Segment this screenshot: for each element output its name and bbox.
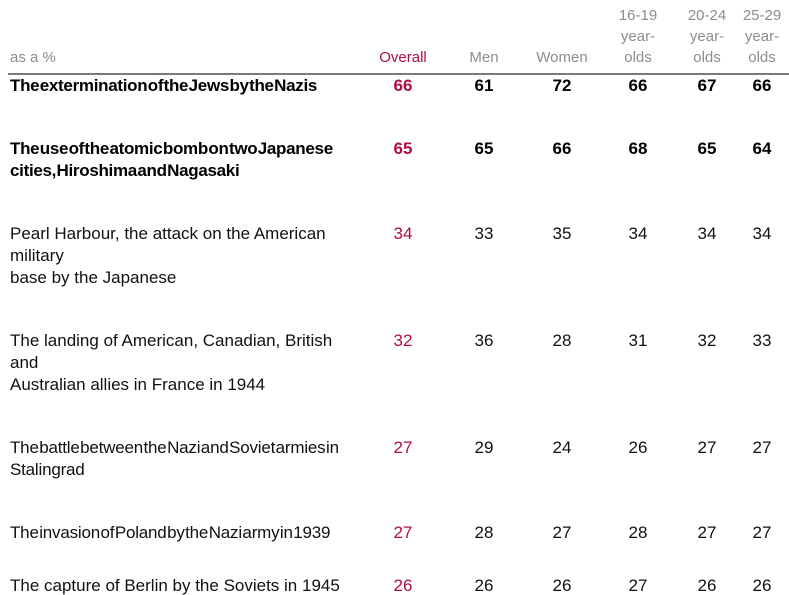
table-header-row: as a % Overall Men Women 16-19 year- old… [10, 5, 789, 68]
table-row: The landing of American, Canadian, Briti… [10, 330, 789, 396]
value-men: 36 [474, 331, 494, 350]
col-header-20-24: 20-24 year- olds [687, 7, 727, 66]
table-row: The use of the atomic bomb on two Japane… [10, 138, 789, 182]
value-men: 65 [474, 139, 494, 158]
value-16-19: 66 [628, 76, 648, 95]
value-20-24: 27 [697, 438, 717, 457]
value-women: 27 [552, 523, 572, 542]
value-overall: 26 [393, 576, 413, 595]
value-women: 72 [552, 76, 572, 95]
value-women: 26 [552, 576, 572, 595]
value-men: 29 [474, 438, 494, 457]
header-divider [8, 73, 789, 75]
row-label: The battle between the Nazi and Soviet a… [10, 438, 339, 479]
value-men: 33 [474, 224, 494, 243]
value-men: 26 [474, 576, 494, 595]
row-label: The capture of Berlin by the Soviets in … [10, 576, 340, 595]
col-header-men: Men [469, 49, 499, 66]
value-20-24: 67 [697, 76, 717, 95]
unit-label: as a % [10, 49, 56, 66]
value-overall: 27 [393, 523, 413, 542]
value-16-19: 68 [628, 139, 648, 158]
value-25-29: 27 [752, 438, 772, 457]
value-overall: 34 [393, 224, 413, 243]
table-row: The extermination of the Jews by the Naz… [10, 75, 789, 97]
row-label: The extermination of the Jews by the Naz… [10, 76, 318, 95]
value-25-29: 27 [752, 523, 772, 542]
table-row: The capture of Berlin by the Soviets in … [10, 575, 789, 595]
row-label: The landing of American, Canadian, Briti… [10, 331, 333, 394]
value-16-19: 28 [628, 523, 648, 542]
col-header-overall: Overall [379, 49, 427, 66]
value-20-24: 27 [697, 523, 717, 542]
value-16-19: 31 [628, 331, 648, 350]
row-label: The use of the atomic bomb on two Japane… [10, 139, 333, 180]
value-men: 61 [474, 76, 494, 95]
value-20-24: 65 [697, 139, 717, 158]
table-row: The invasion of Poland by the Nazi army … [10, 522, 789, 544]
value-overall: 65 [393, 139, 413, 158]
value-16-19: 27 [628, 576, 648, 595]
value-women: 28 [552, 331, 572, 350]
row-label: Pearl Harbour, the attack on the America… [10, 224, 326, 287]
value-25-29: 66 [752, 76, 772, 95]
value-16-19: 34 [628, 224, 648, 243]
value-20-24: 26 [697, 576, 717, 595]
value-25-29: 64 [752, 139, 772, 158]
value-overall: 32 [393, 331, 413, 350]
row-label: The invasion of Poland by the Nazi army … [10, 523, 331, 542]
table-row: Pearl Harbour, the attack on the America… [10, 223, 789, 289]
value-25-29: 33 [752, 331, 772, 350]
col-header-women: Women [536, 49, 588, 66]
col-header-25-29: 25-29 year- olds [742, 7, 782, 66]
value-16-19: 26 [628, 438, 648, 457]
value-men: 28 [474, 523, 494, 542]
value-20-24: 32 [697, 331, 717, 350]
value-women: 66 [552, 139, 572, 158]
value-overall: 66 [393, 76, 413, 95]
col-header-16-19: 16-19 year- olds [618, 7, 658, 66]
value-overall: 27 [393, 438, 413, 457]
value-20-24: 34 [697, 224, 717, 243]
value-women: 35 [552, 224, 572, 243]
value-women: 24 [552, 438, 572, 457]
value-25-29: 34 [752, 224, 772, 243]
table-row: The battle between the Nazi and Soviet a… [10, 437, 789, 481]
value-25-29: 26 [752, 576, 772, 595]
